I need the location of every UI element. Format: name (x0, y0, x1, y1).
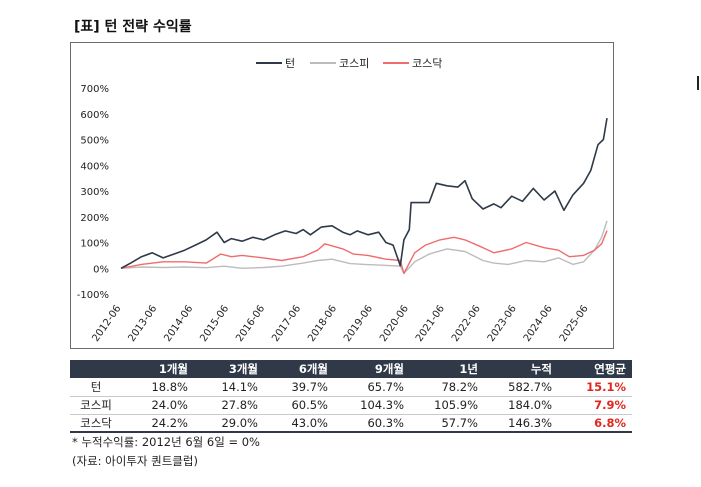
table-cell: 60.3% (334, 414, 410, 433)
chart-area: 턴 코스피 코스닥 700% 600% 500% 400% 300% 200% 100% 0% -1… (70, 42, 614, 349)
row-label: 코스닥 (70, 414, 122, 433)
series-layer (120, 117, 608, 275)
table-header-cell: 6개월 (264, 360, 334, 378)
row-label: 코스피 (70, 396, 122, 415)
table-header-cell: 1년 (410, 360, 484, 378)
table-cell: 104.3% (334, 396, 410, 415)
series-line-turn (120, 117, 608, 270)
table-cell: 14.1% (194, 378, 264, 397)
y-tick-label: 500% (80, 136, 109, 147)
returns-table: 1개월 3개월 6개월 9개월 1년 누적 연평균 턴 18.8% 14.1% … (70, 360, 632, 433)
y-tick-label: 700% (80, 84, 109, 95)
y-tick-label: -100% (77, 290, 109, 301)
table-header-row: 1개월 3개월 6개월 9개월 1년 누적 연평균 (70, 360, 632, 378)
x-tick-label: 2018-06 (306, 303, 339, 344)
x-tick-label: 2025-06 (558, 303, 591, 344)
table-cell: 29.0% (194, 414, 264, 433)
y-tick-label: 600% (80, 110, 109, 121)
x-tick-label: 2012-06 (90, 303, 123, 344)
x-tick-label: 2019-06 (342, 303, 375, 344)
cagr-cell: 15.1% (558, 378, 632, 397)
table-cell: 105.9% (410, 396, 484, 415)
table-cell: 184.0% (484, 396, 558, 415)
cagr-cell: 6.8% (558, 414, 632, 433)
x-axis: 2012-06 2013-06 2014-06 2015-06 2016-06 2017-… (90, 303, 590, 344)
table-cell: 39.7% (264, 378, 334, 397)
x-tick-label: 2015-06 (198, 303, 231, 344)
page-title: [표] 턴 전략 수익률 (74, 19, 192, 35)
table-cell: 582.7% (484, 378, 558, 397)
series-line-kospi (120, 220, 608, 275)
y-tick-label: 300% (80, 187, 109, 198)
footnote: * 누적수익률: 2012년 6월 6일 = 0% (72, 435, 260, 449)
line-chart: 턴 코스피 코스닥 700% 600% 500% 400% 300% 200% 100% 0% -1… (77, 57, 608, 344)
table-row: 턴 18.8% 14.1% 39.7% 65.7% 78.2% 582.7% 1… (70, 378, 632, 397)
row-label: 턴 (70, 378, 122, 397)
table-cell: 65.7% (334, 378, 410, 397)
table-header-cell: 1개월 (122, 360, 194, 378)
table-cell: 43.0% (264, 414, 334, 433)
y-tick-label: 100% (80, 239, 109, 250)
table-cell: 24.0% (122, 396, 194, 415)
table-cell: 78.2% (410, 378, 484, 397)
x-tick-label: 2023-06 (486, 303, 519, 344)
table-cell: 18.8% (122, 378, 194, 397)
legend-label: 턴 (285, 57, 295, 70)
table-header-cell (70, 360, 122, 378)
x-tick-label: 2017-06 (270, 303, 303, 344)
table-cell: 57.7% (410, 414, 484, 433)
table-cell: 146.3% (484, 414, 558, 433)
table-cell: 27.8% (194, 396, 264, 415)
table-cell: 24.2% (122, 414, 194, 433)
y-tick-label: 0% (93, 264, 109, 275)
x-tick-label: 2020-06 (378, 303, 411, 344)
x-tick-label: 2014-06 (162, 303, 195, 344)
table-row: 코스피 24.0% 27.8% 60.5% 104.3% 105.9% 184.… (70, 396, 632, 415)
table-header-cell: 연평균 (558, 360, 632, 378)
cagr-cell: 7.9% (558, 396, 632, 415)
table-cell: 60.5% (264, 396, 334, 415)
table-header-cell: 누적 (484, 360, 558, 378)
x-tick-label: 2021-06 (414, 303, 447, 344)
legend-label: 코스피 (339, 57, 369, 70)
chart-legend: 턴 코스피 코스닥 (256, 57, 442, 70)
table-header-cell: 3개월 (194, 360, 264, 378)
y-tick-label: 400% (80, 161, 109, 172)
legend-label: 코스닥 (412, 57, 442, 70)
y-tick-label: 200% (80, 213, 109, 224)
x-tick-label: 2022-06 (450, 303, 483, 344)
y-axis: 700% 600% 500% 400% 300% 200% 100% 0% -100% (77, 84, 109, 301)
x-tick-label: 2024-06 (522, 303, 555, 344)
table-row: 코스닥 24.2% 29.0% 43.0% 60.3% 57.7% 146.3%… (70, 414, 632, 433)
x-tick-label: 2016-06 (234, 303, 267, 344)
x-tick-label: 2013-06 (126, 303, 159, 344)
page-edge-mark (697, 76, 699, 90)
table-header-cell: 9개월 (334, 360, 410, 378)
source-note: (자료: 아이투자 퀀트클럽) (72, 454, 198, 468)
